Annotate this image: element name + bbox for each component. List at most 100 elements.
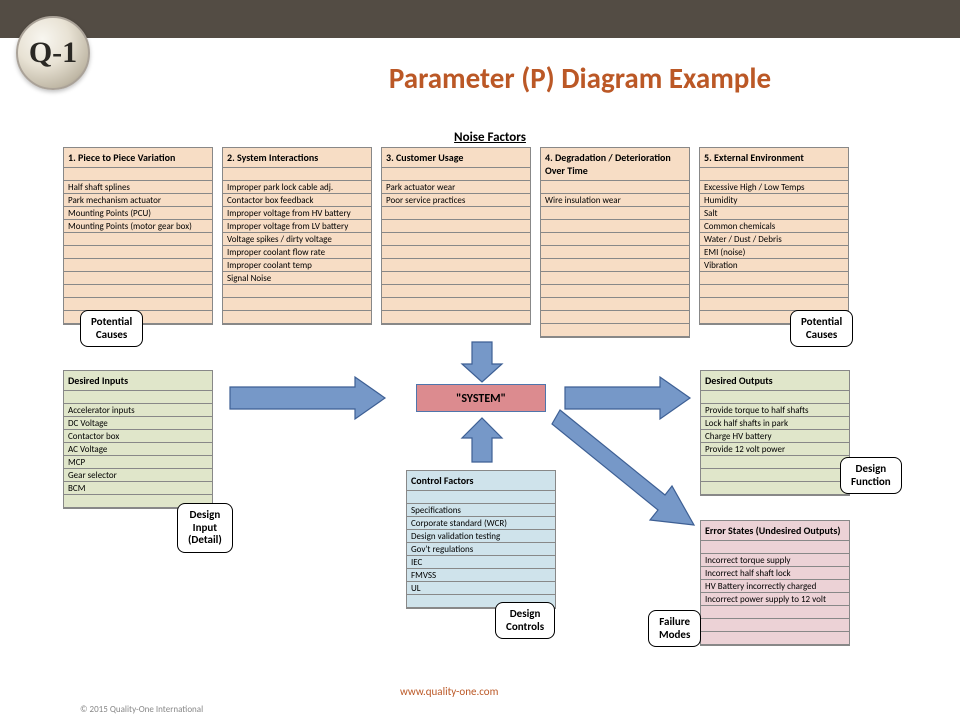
card-row bbox=[223, 298, 371, 311]
card-row: Design validation testing bbox=[407, 530, 555, 543]
card-header: 2. System Interactions bbox=[223, 148, 371, 168]
page-title: Parameter (P) Diagram Example bbox=[280, 60, 880, 96]
card-row bbox=[701, 469, 849, 482]
card-row bbox=[64, 259, 212, 272]
card-row: Contactor box feedback bbox=[223, 194, 371, 207]
card-row: Contactor box bbox=[64, 430, 212, 443]
card-row bbox=[701, 632, 849, 645]
card-row: Charge HV battery bbox=[701, 430, 849, 443]
card-row: Gov't regulations bbox=[407, 543, 555, 556]
callout-failure-modes: FailureModes bbox=[648, 610, 701, 647]
card-row bbox=[382, 311, 530, 324]
card-row bbox=[701, 482, 849, 495]
card-row bbox=[541, 233, 689, 246]
card-row bbox=[382, 168, 530, 181]
controls-card: Control FactorsSpecificationsCorporate s… bbox=[406, 470, 556, 609]
card-row: Improper voltage from LV battery bbox=[223, 220, 371, 233]
card-row bbox=[701, 619, 849, 632]
card-row bbox=[700, 168, 848, 181]
card-row bbox=[382, 285, 530, 298]
card-row bbox=[541, 311, 689, 324]
card-row bbox=[64, 391, 212, 404]
card-row: Voltage spikes / dirty voltage bbox=[223, 233, 371, 246]
card-row bbox=[64, 272, 212, 285]
card-row: Improper voltage from HV battery bbox=[223, 207, 371, 220]
card-row: Provide torque to half shafts bbox=[701, 404, 849, 417]
card-row bbox=[223, 168, 371, 181]
card-row: HV Battery incorrectly charged bbox=[701, 580, 849, 593]
card-row: Half shaft splines bbox=[64, 181, 212, 194]
card-row: Mounting Points (PCU) bbox=[64, 207, 212, 220]
inputs-card: Desired InputsAccelerator inputsDC Volta… bbox=[63, 370, 213, 509]
card-row: Water / Dust / Debris bbox=[700, 233, 848, 246]
card-row: AC Voltage bbox=[64, 443, 212, 456]
footer-copyright: © 2015 Quality-One International bbox=[80, 704, 203, 715]
card-row: DC Voltage bbox=[64, 417, 212, 430]
card-row bbox=[64, 168, 212, 181]
card-row bbox=[541, 220, 689, 233]
logo: Q-1 bbox=[16, 16, 90, 90]
card-header: Control Factors bbox=[407, 471, 555, 491]
card-row bbox=[64, 285, 212, 298]
outputs-card: Desired Outputs Provide torque to half sh… bbox=[700, 370, 850, 496]
card-row: Improper park lock cable adj. bbox=[223, 181, 371, 194]
callout-potential-causes-left: PotentialCauses bbox=[80, 310, 143, 347]
card-row bbox=[701, 456, 849, 469]
card-row: IEC bbox=[407, 556, 555, 569]
card-row bbox=[541, 181, 689, 194]
card-header: Error States (Undesired Outputs) bbox=[701, 521, 849, 541]
card-header: 4. Degradation / Deterioration Over Time bbox=[541, 148, 689, 181]
card-row bbox=[700, 272, 848, 285]
callout-potential-causes-right: PotentialCauses bbox=[790, 310, 853, 347]
card-header: Desired Outputs bbox=[701, 371, 849, 391]
card-row: Common chemicals bbox=[700, 220, 848, 233]
card-row: Salt bbox=[700, 207, 848, 220]
card-row bbox=[382, 246, 530, 259]
card-row bbox=[541, 272, 689, 285]
card-row bbox=[541, 207, 689, 220]
card-row: Excessive High / Low Temps bbox=[700, 181, 848, 194]
card-row: Humidity bbox=[700, 194, 848, 207]
noise-card-3: 3. Customer UsagePark actuator wearPoor … bbox=[381, 147, 531, 325]
noise-card-1: 1. Piece to Piece Variation Half shaft sp… bbox=[63, 147, 213, 325]
card-header: Desired Inputs bbox=[64, 371, 212, 391]
card-row bbox=[382, 207, 530, 220]
card-row bbox=[64, 233, 212, 246]
card-row: Park mechanism actuator bbox=[64, 194, 212, 207]
callout-design-function: DesignFunction bbox=[840, 457, 902, 494]
card-row bbox=[541, 324, 689, 337]
card-row bbox=[701, 391, 849, 404]
noise-card-2: 2. System Interactions Improper park lock… bbox=[222, 147, 372, 325]
card-row: Improper coolant temp bbox=[223, 259, 371, 272]
card-row: Improper coolant flow rate bbox=[223, 246, 371, 259]
card-row: Poor service practices bbox=[382, 194, 530, 207]
card-row: Mounting Points (motor gear box) bbox=[64, 220, 212, 233]
card-row: EMI (noise) bbox=[700, 246, 848, 259]
card-row bbox=[541, 285, 689, 298]
card-row bbox=[382, 298, 530, 311]
noise-card-5: 5. External EnvironmentExcessive High / … bbox=[699, 147, 849, 325]
card-row bbox=[382, 220, 530, 233]
callout-design-controls: DesignControls bbox=[495, 602, 555, 639]
card-row: Specifications bbox=[407, 504, 555, 517]
card-row: FMVSS bbox=[407, 569, 555, 582]
card-row bbox=[701, 606, 849, 619]
card-header: 3. Customer Usage bbox=[382, 148, 530, 168]
card-row bbox=[223, 285, 371, 298]
system-box: "SYSTEM" bbox=[416, 384, 546, 412]
card-row bbox=[541, 246, 689, 259]
callout-design-input: DesignInput(Detail) bbox=[177, 503, 233, 553]
noise-factors-heading: Noise Factors bbox=[430, 130, 550, 145]
card-row bbox=[382, 259, 530, 272]
card-row: Gear selector bbox=[64, 469, 212, 482]
card-row: Incorrect torque supply bbox=[701, 554, 849, 567]
footer-url: www.quality-one.com bbox=[400, 685, 498, 698]
card-row: Lock half shafts in park bbox=[701, 417, 849, 430]
card-row: Incorrect half shaft lock bbox=[701, 567, 849, 580]
card-header: 1. Piece to Piece Variation bbox=[64, 148, 212, 168]
card-row bbox=[407, 491, 555, 504]
card-row: MCP bbox=[64, 456, 212, 469]
card-row: BCM bbox=[64, 482, 212, 495]
card-row bbox=[541, 298, 689, 311]
logo-text: Q-1 bbox=[29, 36, 77, 70]
